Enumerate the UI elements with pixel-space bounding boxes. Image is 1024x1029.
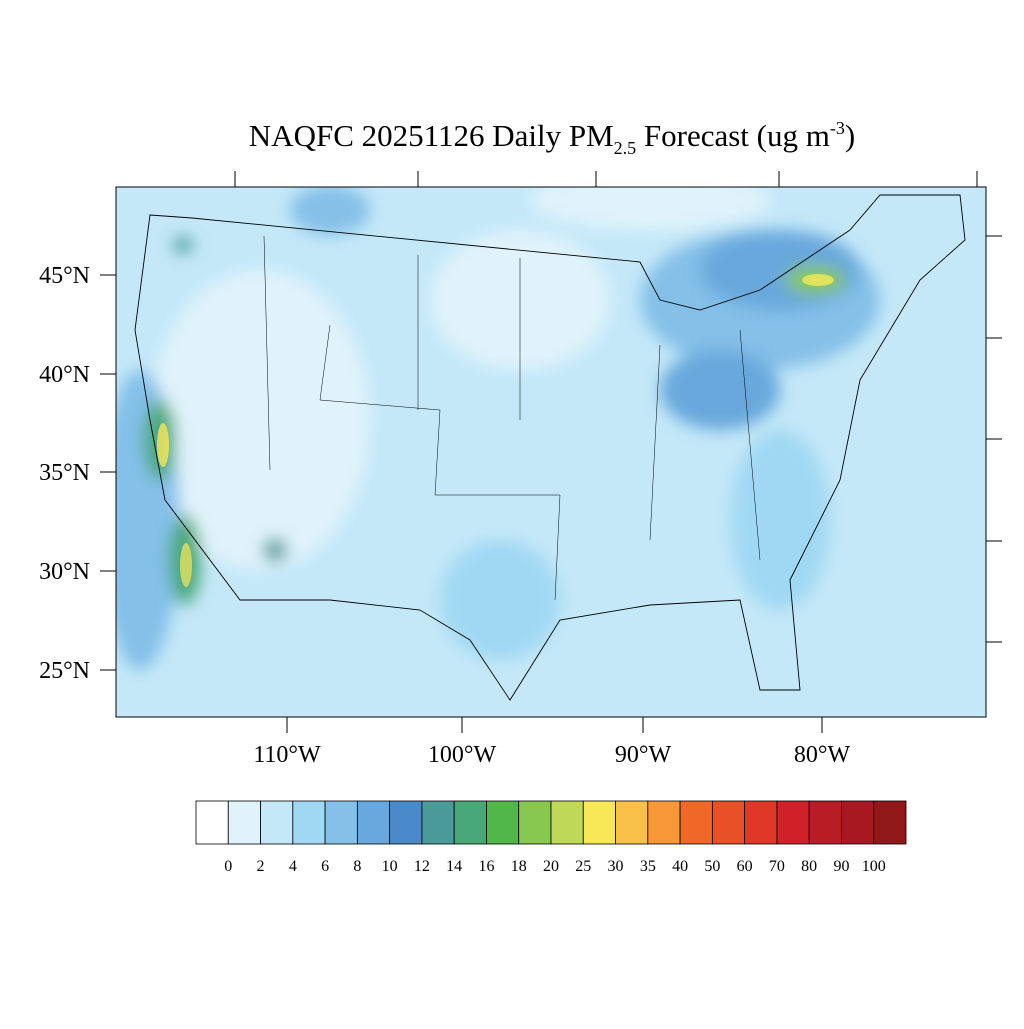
lat-label: 35°N	[39, 460, 90, 486]
colorbar-box	[582, 800, 616, 845]
colorbar-label: 0	[224, 858, 232, 875]
colorbar-label: 30	[608, 858, 624, 875]
colorbar-box	[421, 800, 455, 845]
us-outline	[134, 194, 966, 701]
colorbar-label: 80	[801, 858, 817, 875]
colorbar-label: 8	[353, 858, 361, 875]
colorbar-label: 20	[543, 858, 559, 875]
colorbar-box	[873, 800, 907, 845]
colorbar-box	[195, 800, 229, 845]
colorbar-box	[841, 800, 875, 845]
title-mid: Forecast (ug m	[636, 118, 830, 153]
colorbar-box	[453, 800, 487, 845]
lon-label: 90°W	[615, 742, 672, 768]
colorbar-box	[227, 800, 261, 845]
title-sup: -3	[830, 118, 845, 138]
colorbar-label: 14	[446, 858, 462, 875]
colorbar-label: 6	[321, 858, 329, 875]
lon-label: 110°W	[253, 742, 321, 768]
colorbar: 0 2 4 6 8 10 12 14 16 18 20 25 30 35 40 50 60 70 80 90 100	[195, 800, 907, 875]
lat-label: 25°N	[39, 658, 90, 684]
lon-label: 80°W	[794, 742, 851, 768]
title-end: )	[845, 118, 855, 153]
colorbar-box	[518, 800, 552, 845]
colorbar-box	[679, 800, 713, 845]
title-sub: 2.5	[614, 138, 637, 158]
colorbar-label: 18	[511, 858, 527, 875]
colorbar-box	[356, 800, 391, 845]
title-main: NAQFC 20251126 Daily PM	[249, 118, 614, 153]
colorbar-box	[324, 800, 358, 845]
map	[116, 187, 986, 717]
colorbar-box	[776, 800, 810, 845]
colorbar-box	[550, 800, 584, 845]
lat-label: 30°N	[39, 559, 90, 585]
colorbar-label: 16	[478, 858, 494, 875]
map-frame	[115, 186, 987, 718]
colorbar-box	[292, 800, 326, 845]
lat-label: 40°N	[39, 362, 90, 388]
colorbar-box	[647, 800, 681, 845]
colorbar-box	[711, 800, 746, 845]
colorbar-label: 2	[257, 858, 265, 875]
colorbar-label: 4	[289, 858, 297, 875]
colorbar-box	[744, 800, 778, 845]
colorbar-label: 40	[672, 858, 688, 875]
colorbar-label: 35	[640, 858, 656, 875]
title: NAQFC 20251126 Daily PM2.5 Forecast (ug …	[249, 118, 855, 158]
colorbar-box	[808, 800, 842, 845]
colorbar-box	[389, 800, 423, 845]
lat-label: 45°N	[39, 263, 90, 289]
colorbar-label: 70	[769, 858, 785, 875]
axis-labels: 45°N 40°N 35°N 30°N 25°N 110°W 100°W 90°W 80°W	[39, 263, 850, 768]
colorbar-box	[615, 800, 649, 845]
colorbar-label: 12	[414, 858, 430, 875]
ticks	[100, 171, 1002, 733]
colorbar-label: 10	[382, 858, 398, 875]
colorbar-label: 25	[575, 858, 591, 875]
colorbar-box	[486, 800, 520, 845]
colorbar-label: 100	[862, 858, 886, 875]
colorbar-label: 60	[737, 858, 753, 875]
colorbar-label: 90	[833, 858, 849, 875]
state-borders	[263, 235, 761, 601]
colorbar-box	[260, 800, 294, 845]
colorbar-label: 50	[704, 858, 720, 875]
lon-label: 100°W	[428, 742, 497, 768]
